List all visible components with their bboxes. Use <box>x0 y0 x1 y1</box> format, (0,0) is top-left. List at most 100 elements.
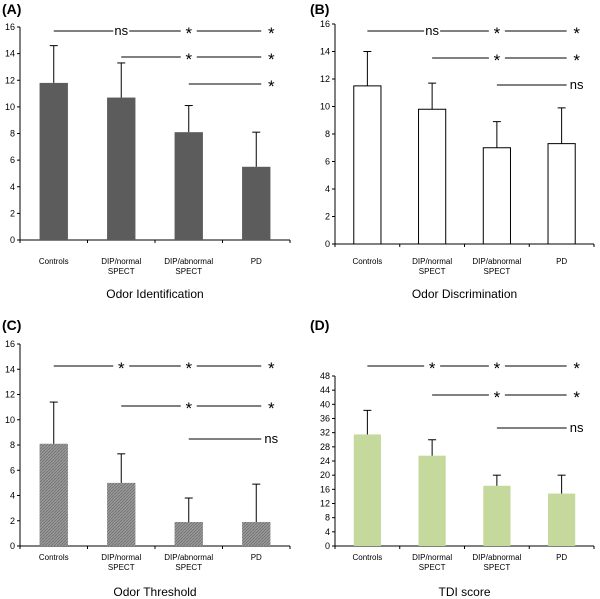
y-tick-label: 12 <box>5 75 15 85</box>
significance-star: * <box>268 77 275 96</box>
label-knockout <box>180 26 197 36</box>
y-tick-label: 14 <box>5 364 15 374</box>
significance-star: * <box>185 399 192 418</box>
bar-1 <box>353 434 381 546</box>
significance-star: * <box>185 359 192 378</box>
chart-panel-3: (C) 0 2 4 6 8 10 12 14 16 Controls DIP/normal SPECT D… <box>2 317 291 599</box>
panel-label: (C) <box>2 317 21 333</box>
label-knockout <box>113 361 130 371</box>
y-tick-label: 10 <box>5 415 15 425</box>
y-tick-label: 8 <box>10 129 15 139</box>
y-tick-label: 12 <box>320 74 330 84</box>
y-tick-label: 16 <box>320 19 330 29</box>
label-knockout <box>488 390 505 400</box>
y-tick-label: 8 <box>10 440 15 450</box>
bar-1 <box>39 82 68 240</box>
panel-label: (A) <box>2 1 21 17</box>
category-label: DIP/abnormal SPECT <box>472 553 521 572</box>
bar-1 <box>353 85 382 245</box>
significance-star: * <box>494 388 501 407</box>
bar-3 <box>174 522 203 546</box>
significance-ns: ns <box>264 431 278 446</box>
panel-label: (D) <box>310 317 329 333</box>
category-label: Controls <box>352 553 382 562</box>
y-tick-label: 6 <box>325 157 330 167</box>
y-tick-label: 40 <box>320 399 330 409</box>
y-tick-label: 8 <box>325 129 330 139</box>
bar-3 <box>482 147 511 245</box>
label-knockout <box>113 26 130 36</box>
y-tick-label: 14 <box>5 49 15 59</box>
y-tick-label: 4 <box>10 182 15 192</box>
significance-star: * <box>429 359 436 378</box>
category-label: PD <box>251 257 262 266</box>
significance-ns: ns <box>570 77 584 92</box>
y-tick-label: 2 <box>325 212 330 222</box>
x-axis-title: Odor Identification <box>106 287 203 301</box>
category-label: DIP/normal SPECT <box>101 257 141 276</box>
label-knockout <box>424 361 441 371</box>
y-tick-label: 16 <box>5 22 15 32</box>
y-tick-label: 0 <box>10 235 15 245</box>
significance-star: * <box>185 50 192 69</box>
significance-ns: ns <box>425 23 439 38</box>
category-label: DIP/abnormal SPECT <box>472 257 521 276</box>
chart-panel-1: (A) 0 2 4 6 8 10 12 14 16 Controls DIP/normal SPECT D… <box>2 1 291 301</box>
y-tick-label: 10 <box>5 102 15 112</box>
chart-panel-2: (B) 0 2 4 6 8 10 12 14 16 Controls DIP/normal SPECT D… <box>310 1 595 301</box>
y-tick-label: 6 <box>10 155 15 165</box>
y-tick-label: 8 <box>325 513 330 523</box>
x-axis-title: Odor Threshold <box>113 585 196 599</box>
significance-star: * <box>494 51 501 70</box>
panel-label: (B) <box>310 1 329 17</box>
y-tick-label: 0 <box>325 541 330 551</box>
y-tick-label: 20 <box>320 470 330 480</box>
category-label: PD <box>556 257 567 266</box>
y-tick-label: 10 <box>320 102 330 112</box>
bar-4 <box>547 143 576 245</box>
significance-star: * <box>268 24 275 43</box>
category-label: Controls <box>39 553 69 562</box>
y-tick-label: 0 <box>325 239 330 249</box>
bar-4 <box>242 166 271 240</box>
y-tick-label: 16 <box>320 484 330 494</box>
label-knockout <box>488 361 505 371</box>
significance-star: * <box>268 50 275 69</box>
y-tick-label: 28 <box>320 442 330 452</box>
y-tick-label: 16 <box>5 339 15 349</box>
y-tick-label: 4 <box>325 184 330 194</box>
y-tick-label: 4 <box>10 491 15 501</box>
x-axis-title: TDI score <box>438 585 490 599</box>
label-knockout <box>180 52 197 62</box>
y-tick-label: 36 <box>320 414 330 424</box>
y-tick-label: 2 <box>10 516 15 526</box>
bar-4 <box>242 522 271 546</box>
x-axis-title: Odor Discrimination <box>412 287 517 301</box>
y-tick-label: 12 <box>320 499 330 509</box>
category-label: Controls <box>352 257 382 266</box>
label-knockout <box>488 53 505 63</box>
label-knockout <box>488 26 505 36</box>
category-label: DIP/abnormal SPECT <box>164 553 213 572</box>
y-tick-label: 12 <box>5 390 15 400</box>
y-tick-label: 2 <box>10 208 15 218</box>
label-knockout <box>424 26 441 36</box>
category-label: PD <box>556 553 567 562</box>
significance-star: * <box>494 359 501 378</box>
category-label: PD <box>251 553 262 562</box>
bar-3 <box>483 485 511 546</box>
y-tick-label: 24 <box>320 456 330 466</box>
category-label: DIP/normal SPECT <box>412 553 452 572</box>
bar-2 <box>418 108 447 245</box>
significance-star: * <box>573 51 580 70</box>
y-tick-label: 4 <box>325 527 330 537</box>
significance-star: * <box>268 359 275 378</box>
y-tick-label: 0 <box>10 541 15 551</box>
bar-1 <box>39 443 68 546</box>
category-label: Controls <box>39 257 69 266</box>
bar-3 <box>174 132 203 240</box>
label-knockout <box>180 361 197 371</box>
significance-ns: ns <box>570 420 584 435</box>
